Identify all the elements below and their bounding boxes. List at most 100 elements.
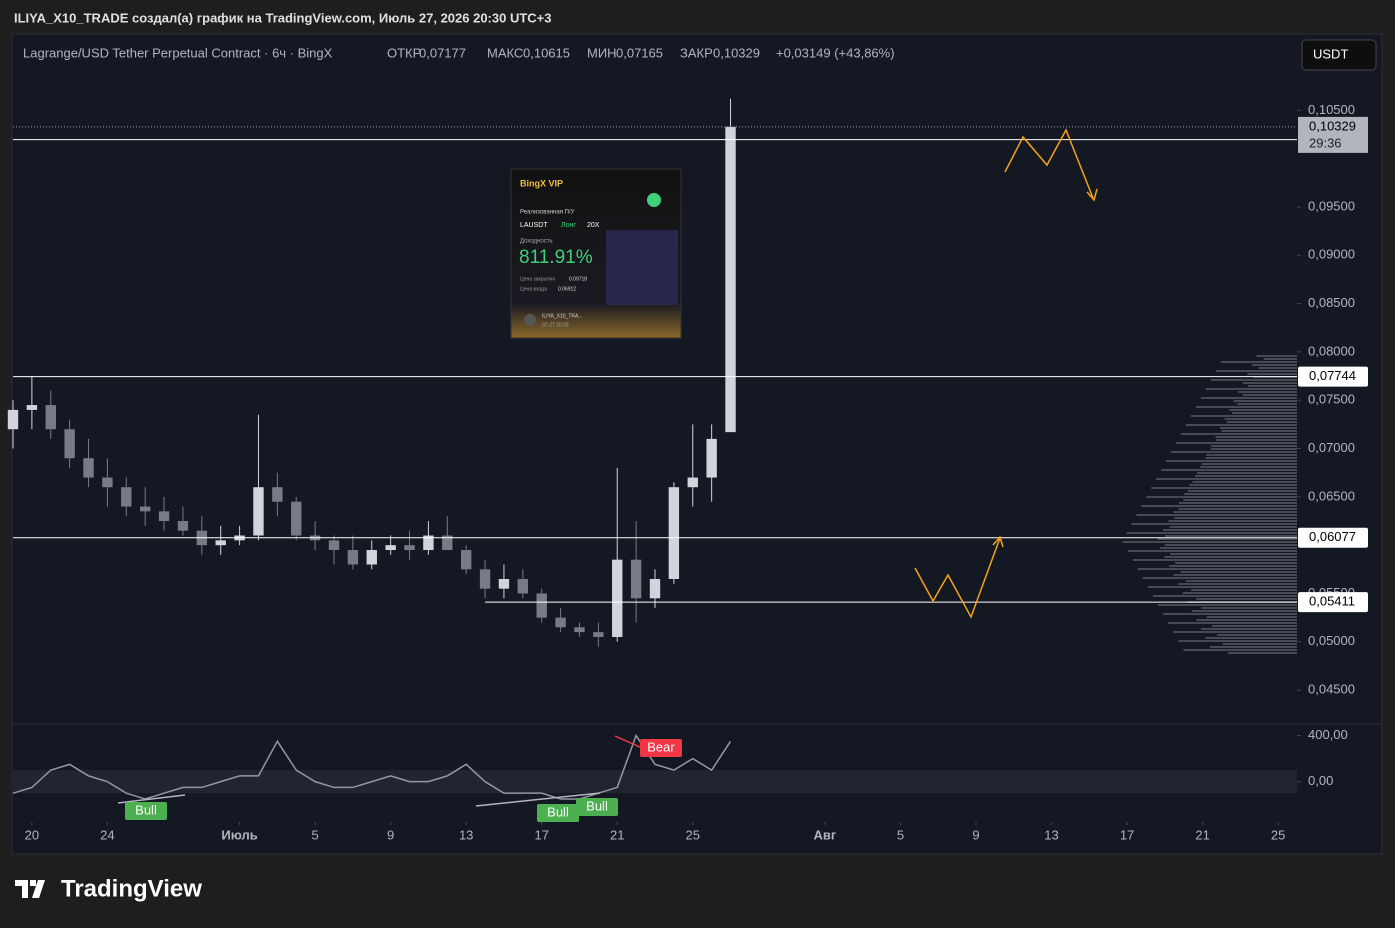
x-tick-label: 25 [1271, 827, 1285, 842]
volume-profile-bar [1175, 562, 1297, 564]
volume-profile-bar [1164, 556, 1297, 558]
volume-profile-bar [1242, 394, 1297, 396]
candle-body [366, 550, 377, 565]
candle-body [630, 559, 642, 599]
open: 0,07177 [419, 45, 466, 60]
candle-body [7, 409, 19, 430]
symbol: Lagrange/USD Tether Perpetual Contract ·… [23, 45, 333, 60]
plot [7, 98, 1301, 825]
candle-body [517, 578, 529, 594]
volume-profile-bar [1136, 514, 1297, 516]
volume-profile-bar [1247, 373, 1297, 375]
candle-body [215, 540, 226, 546]
volume-profile-bar [1205, 457, 1297, 459]
volume-profile-bar [1210, 379, 1297, 381]
arrow-head [992, 535, 1004, 548]
volume-profile-bar [1221, 430, 1297, 432]
y-tick-label: 0,07000 [1308, 440, 1355, 455]
y-tick-label: 0,04500 [1308, 682, 1355, 697]
volume-profile-bar [1180, 433, 1297, 435]
volume-profile-bar [1169, 526, 1297, 528]
candle-body [102, 477, 113, 488]
volume-profile-bar [1157, 538, 1297, 540]
candle-body [725, 126, 736, 433]
volume-profile-bar [1251, 364, 1297, 366]
x-tick-label: Июль [221, 827, 257, 842]
low: 0,07165 [616, 45, 663, 60]
volume-profile-bar [1215, 370, 1297, 372]
close-label: ЗАКР [680, 45, 713, 60]
volume-profile-bar [1201, 463, 1297, 465]
currency-button[interactable] [1301, 39, 1377, 71]
card-yield-label: Доходность [520, 239, 553, 245]
volume-profile-bar [1238, 391, 1297, 393]
volume-profile-bar [1173, 574, 1297, 576]
volume-profile-bar [1200, 397, 1297, 399]
y-tick-label: 0,07500 [1308, 392, 1355, 407]
volume-profile-bar [1178, 508, 1297, 510]
volume-profile-bar [1183, 649, 1297, 651]
card-entry-label: Цена входа [520, 286, 547, 292]
volume-profile-bar [1219, 427, 1297, 429]
volume-profile [1122, 355, 1297, 654]
volume-profile-bar [1222, 643, 1297, 645]
volume-profile-bar [1233, 400, 1297, 402]
x-tick-label: 25 [686, 827, 700, 842]
volume-profile-bar [1168, 520, 1297, 522]
card-close-label: Цена закрытия [520, 276, 555, 282]
divergence [117, 794, 186, 804]
card-user: ILIYA_X10_TRA... [542, 313, 582, 319]
volume-profile-bar [1166, 460, 1297, 462]
volume-profile-bar [1147, 586, 1297, 588]
currency-label[interactable]: USDT [1313, 46, 1348, 61]
x-tick-label: Авг [814, 827, 837, 842]
logo: TradingView [15, 875, 202, 902]
x-tick-label: 21 [1195, 827, 1209, 842]
card-side: Лонг [561, 222, 576, 229]
volume-profile-bar [1192, 481, 1297, 483]
volume-profile-bar [1191, 610, 1297, 612]
low-label: МИН [587, 45, 617, 60]
open-label: ОТКР [387, 45, 421, 60]
signal-label: Bull [586, 798, 608, 813]
high-label: МАКС [487, 45, 523, 60]
arrow-head [1086, 188, 1098, 202]
volume-profile-bar [1224, 418, 1297, 420]
projection-arrow [914, 537, 1001, 619]
logo-mark [15, 880, 45, 898]
volume-profile-bar [1210, 448, 1297, 450]
volume-profile-bar [1205, 388, 1297, 390]
card-leverage: 20X [587, 222, 600, 229]
last-price-tag [1298, 116, 1368, 153]
volume-profile-bar [1200, 466, 1297, 468]
y-tick-label: 0,10500 [1308, 102, 1355, 117]
candle-body [706, 438, 717, 478]
candle-body [272, 487, 283, 502]
volume-profile-bar [1216, 439, 1297, 441]
x-tick-label: 9 [387, 827, 394, 842]
projection [914, 128, 1098, 619]
volume-profile-bar [1229, 409, 1297, 411]
volume-profile-bar [1210, 445, 1297, 447]
volume-profile-bar [1242, 382, 1297, 384]
volume-profile-bar [1217, 634, 1297, 636]
volume-profile-bar [1173, 511, 1297, 513]
volume-profile-bar [1162, 529, 1297, 531]
card-caption: Реализованная П/У [520, 210, 575, 216]
volume-profile-bar [1163, 613, 1297, 615]
volume-profile-bar [1164, 544, 1297, 546]
signal-label: Bull [547, 804, 569, 819]
candle-body [555, 617, 566, 628]
volume-profile-bar [1142, 577, 1297, 579]
volume-profile-bar [1194, 475, 1297, 477]
footer-brand: TradingView [61, 875, 202, 902]
signal-tag [537, 804, 579, 822]
volume-profile-bar [1158, 604, 1297, 606]
pnl-card: BingX VIP Реализованная П/У LAUSDT Лонг … [510, 168, 682, 339]
signal-tag [125, 802, 167, 820]
volume-profile-bar [1215, 436, 1297, 438]
volume-profile-bar [1195, 406, 1297, 408]
volume-profile-bar [1175, 442, 1297, 444]
y-tick-label: 0,09000 [1308, 247, 1355, 262]
